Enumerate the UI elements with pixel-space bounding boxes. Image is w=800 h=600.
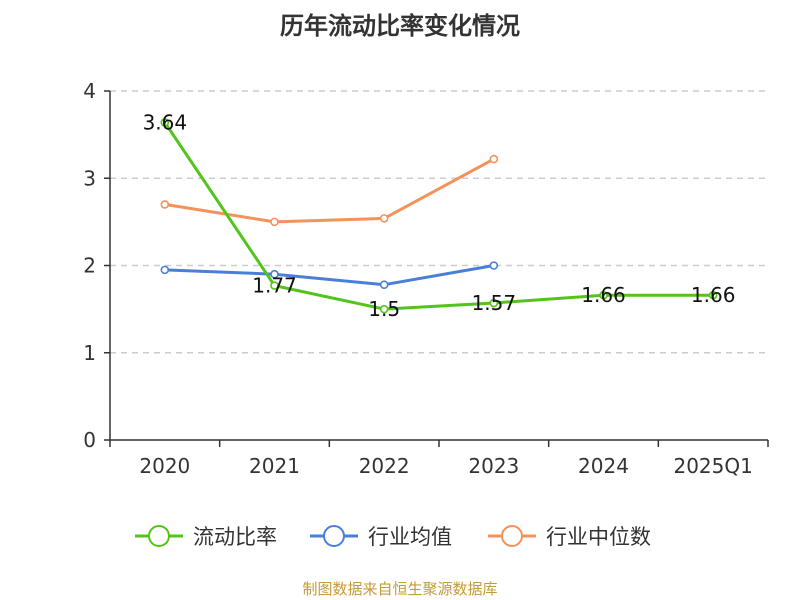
y-tick-label: 2 [83, 254, 96, 278]
data-point [489, 261, 499, 270]
legend-item[interactable]: 流动比率 [135, 525, 277, 549]
data-label: 1.5 [368, 297, 400, 321]
series-line [163, 121, 714, 311]
legend-item[interactable]: 行业中位数 [488, 525, 651, 549]
x-tick-label: 2024 [578, 454, 629, 478]
chart-title: 历年流动比率变化情况 [280, 12, 520, 40]
axis-layer: 0 1 2 3 4 2020 2021 2022 2023 2024 2025Q1 [83, 79, 769, 478]
data-point [708, 290, 718, 300]
data-label: 1.66 [691, 283, 736, 307]
data-point [379, 214, 389, 223]
x-tick-label: 2025Q1 [673, 454, 752, 478]
y-tick-label: 3 [83, 166, 96, 190]
data-point [489, 154, 499, 164]
series-line [164, 264, 495, 287]
data-label: 1.77 [252, 274, 297, 298]
legend-item[interactable]: 行业均值 [310, 525, 452, 549]
x-tick-label: 2020 [139, 454, 190, 478]
x-tick-label: 2023 [468, 454, 519, 478]
data-label: 1.66 [581, 283, 626, 307]
data-point [270, 281, 279, 290]
series-layer [160, 118, 718, 314]
legend-swatch-marker [501, 525, 523, 547]
legend-swatch-marker [148, 525, 170, 547]
data-label: 3.64 [143, 110, 188, 134]
legend-label: 行业中位数 [546, 525, 651, 549]
data-point [599, 290, 608, 300]
y-tick-label: 4 [83, 79, 96, 103]
data-point [379, 280, 389, 289]
source-note: 制图数据来自恒生聚源数据库 [302, 580, 498, 598]
x-tick-label: 2022 [359, 454, 410, 478]
y-tick-label: 1 [83, 341, 96, 365]
data-point [379, 304, 389, 314]
data-label-layer: 3.64 1.77 1.5 1.57 1.66 1.66 [143, 110, 736, 321]
x-tick-label: 2021 [249, 454, 300, 478]
data-point [489, 298, 499, 308]
series-line [164, 157, 495, 224]
legend-swatch-marker [323, 525, 345, 547]
y-tick-label: 0 [83, 428, 96, 452]
legend[interactable]: 流动比率 行业均值 行业中位数 [135, 525, 651, 549]
data-label: 1.57 [472, 291, 517, 315]
legend-label: 流动比率 [193, 525, 277, 549]
data-point [160, 200, 170, 209]
legend-label: 行业均值 [368, 525, 452, 549]
grid-layer [110, 90, 768, 354]
data-point [160, 118, 170, 127]
data-point [160, 265, 170, 275]
data-point [270, 269, 279, 279]
data-point [270, 217, 279, 227]
